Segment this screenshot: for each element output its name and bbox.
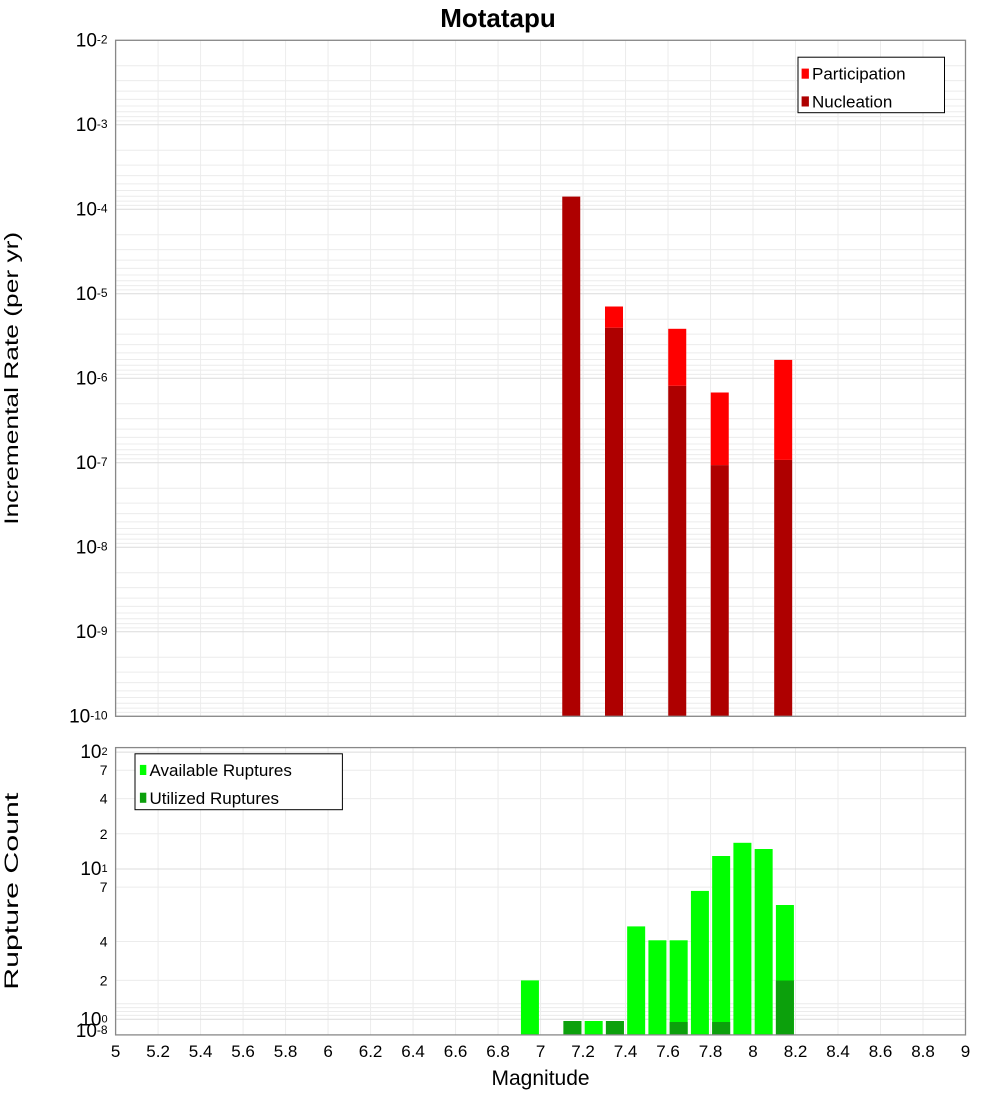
svg-text:7.8: 7.8 <box>699 1042 723 1061</box>
svg-text:Motatapu: Motatapu <box>440 3 556 33</box>
svg-text:2: 2 <box>100 972 108 988</box>
svg-text:7: 7 <box>100 879 108 895</box>
svg-text:Incremental Rate (per yr): Incremental Rate (per yr) <box>2 232 23 525</box>
svg-text:8.6: 8.6 <box>869 1042 893 1061</box>
svg-text:7: 7 <box>536 1042 545 1061</box>
svg-text:7.6: 7.6 <box>656 1042 680 1061</box>
svg-text:5.6: 5.6 <box>231 1042 255 1061</box>
svg-text:5: 5 <box>111 1042 120 1061</box>
svg-text:Magnitude: Magnitude <box>492 1067 590 1090</box>
svg-text:8.2: 8.2 <box>784 1042 808 1061</box>
svg-text:Utilized Ruptures: Utilized Ruptures <box>150 789 279 808</box>
svg-text:Nucleation: Nucleation <box>812 92 892 111</box>
svg-text:8: 8 <box>748 1042 757 1061</box>
svg-text:4: 4 <box>100 934 108 950</box>
svg-text:Participation: Participation <box>812 65 906 84</box>
svg-text:Available Ruptures: Available Ruptures <box>150 761 292 780</box>
svg-text:Rupture Count: Rupture Count <box>2 792 23 990</box>
svg-text:6.4: 6.4 <box>401 1042 425 1061</box>
svg-text:6.6: 6.6 <box>444 1042 468 1061</box>
svg-text:4: 4 <box>100 791 108 807</box>
svg-text:5.2: 5.2 <box>146 1042 170 1061</box>
svg-text:7.4: 7.4 <box>614 1042 638 1061</box>
svg-text:9: 9 <box>961 1042 970 1061</box>
svg-text:8.4: 8.4 <box>826 1042 850 1061</box>
svg-text:5.8: 5.8 <box>274 1042 298 1061</box>
svg-text:5.4: 5.4 <box>189 1042 213 1061</box>
svg-text:2: 2 <box>100 826 108 842</box>
svg-text:7.2: 7.2 <box>571 1042 595 1061</box>
svg-text:7: 7 <box>100 762 108 778</box>
svg-text:8.8: 8.8 <box>911 1042 935 1061</box>
svg-text:6.8: 6.8 <box>486 1042 510 1061</box>
svg-text:6.2: 6.2 <box>359 1042 383 1061</box>
svg-text:6: 6 <box>323 1042 332 1061</box>
